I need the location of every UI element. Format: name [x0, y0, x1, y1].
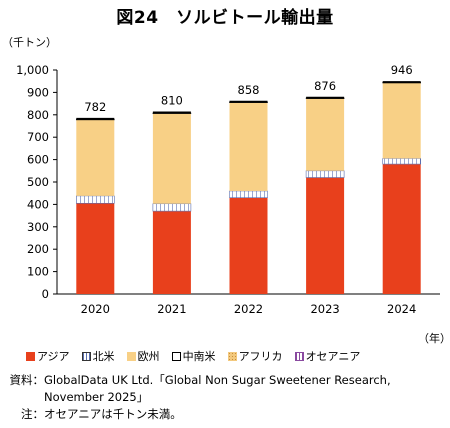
legend-item-asia: アジア — [26, 348, 70, 364]
x-tick-label: 2022 — [234, 302, 263, 316]
bar-segment-europe — [306, 98, 345, 171]
y-tick-label: 300 — [27, 220, 49, 234]
note-row: 注： オセアニアは千トン未満。 — [2, 406, 448, 423]
stacked-bar-chart: 0 100 200 300 400 500 600 700 800 900 1,000 782 202… — [16, 63, 440, 316]
legend-item-europe: 欧州 — [126, 348, 160, 364]
bar-segment-asia — [306, 177, 345, 294]
bar-total-label: 782 — [84, 100, 106, 114]
x-tick-label: 2020 — [81, 302, 110, 316]
bar-total-label: 946 — [391, 63, 413, 77]
y-tick-label: 400 — [27, 197, 49, 211]
x-axis-unit: （年） — [418, 332, 450, 345]
legend-swatch-asia — [26, 351, 35, 361]
legend-label-africa: アフリカ — [238, 350, 283, 363]
y-tick-label: 500 — [27, 175, 49, 189]
legend-item-oceania: オセアニア — [294, 348, 361, 364]
x-tick-label: 2023 — [310, 302, 339, 316]
legend-swatch-north-america — [81, 351, 91, 361]
legend-label-asia: アジア — [37, 350, 70, 363]
legend-label-central-south-america: 中南米 — [182, 350, 216, 363]
y-tick-label: 600 — [27, 153, 49, 167]
note-label: 注： — [21, 407, 44, 421]
bar-segment-north-america — [305, 170, 345, 178]
bar-total-label: 810 — [161, 94, 183, 108]
legend-swatch-europe — [126, 351, 136, 361]
chart-title: 図24 ソルビトール輸出量 — [116, 8, 334, 28]
bar-segment-europe — [76, 119, 115, 196]
bar-segment-north-america — [229, 190, 268, 198]
bar-total-label: 858 — [238, 83, 260, 97]
x-tick-label: 2021 — [157, 302, 186, 316]
y-tick-label: 0 — [42, 287, 49, 301]
legend: アジア 北米 欧州 中南米 アフリカ オセアニア — [26, 348, 360, 364]
bar-segment-north-america — [76, 195, 115, 204]
note-text: オセアニアは千トン未満。 — [44, 407, 182, 421]
legend-swatch-oceania — [294, 351, 304, 361]
legend-label-north-america: 北米 — [92, 350, 115, 363]
source-row: 資料： GlobalData UK Ltd.「Global Non Sugar … — [2, 372, 448, 406]
source-notes: 資料： GlobalData UK Ltd.「Global Non Sugar … — [2, 372, 448, 423]
y-tick-label: 700 — [27, 130, 49, 144]
y-tick-label: 1,000 — [16, 63, 49, 77]
bar-segment-asia — [152, 211, 191, 294]
source-text: GlobalData UK Ltd.「Global Non Sugar Swee… — [44, 373, 391, 404]
bar-segment-europe — [152, 113, 191, 204]
y-axis-unit: （千トン） — [2, 36, 57, 49]
legend-label-europe: 欧州 — [137, 350, 160, 363]
bar-segment-asia — [229, 197, 268, 294]
x-tick-label: 2024 — [387, 302, 416, 316]
source-label: 資料： — [9, 373, 45, 387]
y-tick-label: 200 — [27, 242, 49, 256]
bar-segment-europe — [229, 102, 268, 191]
bar-total-label: 876 — [314, 79, 336, 93]
bar-segment-europe — [382, 82, 421, 159]
y-tick-label: 900 — [27, 85, 49, 99]
legend-swatch-central-south-america — [171, 351, 181, 361]
bar-segment-asia — [76, 203, 115, 294]
legend-item-north-america: 北米 — [81, 348, 115, 364]
y-tick-label: 100 — [27, 265, 49, 279]
legend-item-central-south-america: 中南米 — [171, 348, 216, 364]
y-tick-label: 800 — [27, 108, 49, 122]
legend-swatch-africa — [227, 351, 237, 361]
legend-label-oceania: オセアニア — [305, 350, 361, 363]
bar-segment-asia — [382, 164, 421, 294]
bar-segment-north-america — [382, 158, 422, 165]
bar-segment-north-america — [152, 203, 192, 212]
legend-item-africa: アフリカ — [227, 348, 283, 364]
